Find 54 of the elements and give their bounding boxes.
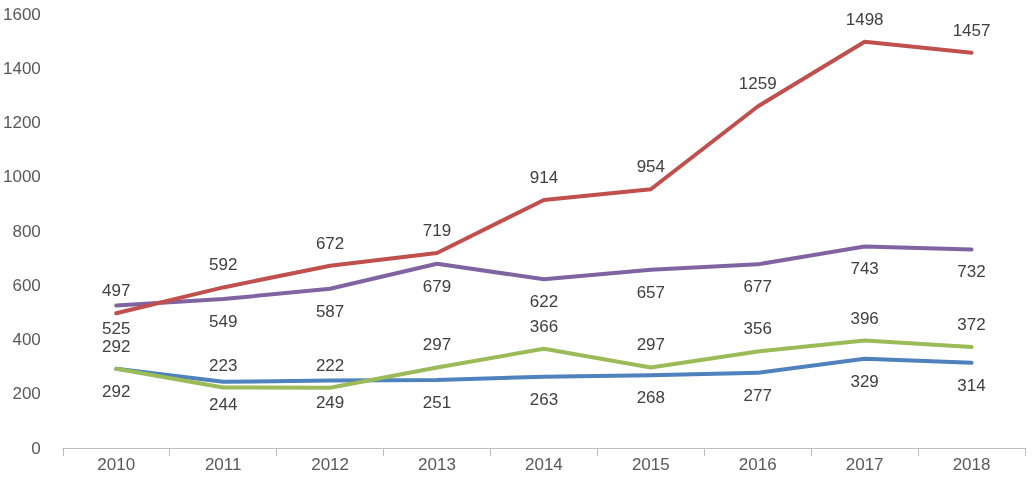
data-label: 314 — [957, 375, 986, 395]
data-label: 222 — [315, 355, 345, 375]
y-tick-label: 600 — [12, 275, 41, 295]
data-label: 587 — [315, 301, 345, 321]
data-label: 1457 — [952, 20, 991, 40]
data-label: 622 — [529, 292, 559, 312]
data-label: 249 — [315, 393, 345, 413]
data-label: 719 — [422, 220, 452, 240]
data-label: 743 — [850, 259, 879, 279]
data-label: 366 — [529, 316, 559, 336]
x-tick-label: 2010 — [97, 455, 136, 474]
data-label: 297 — [636, 335, 666, 355]
y-tick-label: 1000 — [2, 167, 41, 187]
y-tick-label: 400 — [12, 330, 41, 349]
data-label: 244 — [208, 394, 238, 414]
x-tick-label: 2013 — [418, 455, 456, 474]
data-label: 396 — [850, 308, 879, 328]
data-label: 356 — [743, 319, 772, 339]
data-label: 592 — [208, 255, 238, 275]
x-tick-label: 2018 — [952, 455, 991, 474]
y-tick-label: 0 — [31, 438, 41, 458]
y-tick-label: 1600 — [2, 4, 41, 24]
data-label: 292 — [102, 381, 131, 401]
data-label: 1498 — [845, 9, 884, 29]
data-label: 297 — [422, 335, 452, 355]
x-tick-label: 2016 — [738, 455, 777, 474]
data-label: 251 — [422, 392, 452, 412]
data-label: 292 — [102, 336, 131, 356]
y-tick-label: 800 — [12, 221, 41, 241]
data-label: 657 — [636, 282, 666, 302]
data-label: 672 — [315, 233, 345, 253]
data-label: 372 — [957, 315, 986, 335]
x-tick-label: 2012 — [311, 455, 350, 474]
data-label: 914 — [529, 168, 559, 188]
data-label: 732 — [957, 262, 986, 282]
y-tick-label: 200 — [12, 384, 41, 404]
data-label: 329 — [850, 371, 879, 391]
data-label: 268 — [636, 388, 666, 408]
data-label: 497 — [102, 281, 131, 301]
data-label: 954 — [636, 157, 666, 177]
data-label: 549 — [208, 312, 238, 332]
y-tick-label: 1200 — [2, 113, 41, 132]
data-label: 223 — [208, 355, 238, 375]
data-label: 263 — [529, 389, 559, 409]
x-tick-label: 2017 — [845, 455, 884, 474]
data-label: 525 — [102, 318, 131, 338]
data-label: 677 — [743, 277, 772, 297]
x-tick-label: 2014 — [525, 455, 563, 474]
x-tick-label: 2011 — [204, 455, 242, 474]
x-tick-label: 2015 — [631, 455, 670, 474]
data-label: 277 — [743, 385, 772, 405]
y-tick-label: 1400 — [2, 58, 41, 78]
data-label: 1259 — [738, 74, 777, 94]
data-label: 679 — [422, 276, 452, 296]
